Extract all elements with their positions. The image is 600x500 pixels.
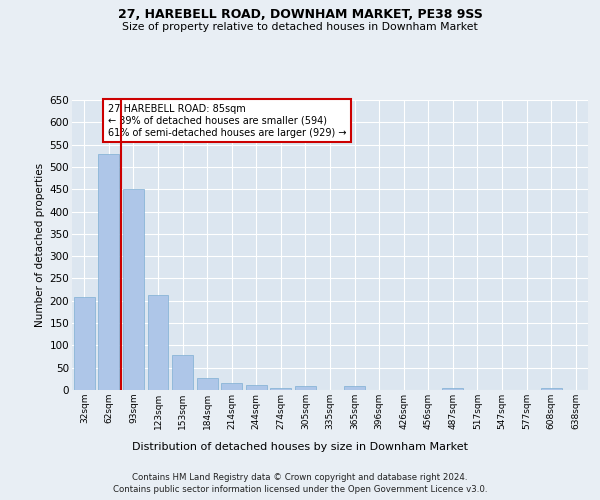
Bar — [197, 378, 218, 390]
Bar — [271, 388, 292, 390]
Bar — [442, 388, 463, 390]
Bar — [246, 384, 267, 390]
Text: Distribution of detached houses by size in Downham Market: Distribution of detached houses by size … — [132, 442, 468, 452]
Bar — [123, 189, 144, 390]
Bar — [148, 296, 169, 390]
Text: Size of property relative to detached houses in Downham Market: Size of property relative to detached ho… — [122, 22, 478, 32]
Bar — [541, 388, 562, 390]
Bar — [98, 154, 119, 390]
Bar — [221, 384, 242, 390]
Text: Contains HM Land Registry data © Crown copyright and database right 2024.: Contains HM Land Registry data © Crown c… — [132, 472, 468, 482]
Text: Contains public sector information licensed under the Open Government Licence v3: Contains public sector information licen… — [113, 485, 487, 494]
Bar — [295, 386, 316, 390]
Text: 27 HAREBELL ROAD: 85sqm
← 39% of detached houses are smaller (594)
61% of semi-d: 27 HAREBELL ROAD: 85sqm ← 39% of detache… — [108, 104, 347, 138]
Text: 27, HAREBELL ROAD, DOWNHAM MARKET, PE38 9SS: 27, HAREBELL ROAD, DOWNHAM MARKET, PE38 … — [118, 8, 482, 20]
Bar — [172, 355, 193, 390]
Bar — [344, 386, 365, 390]
Y-axis label: Number of detached properties: Number of detached properties — [35, 163, 46, 327]
Bar — [74, 297, 95, 390]
